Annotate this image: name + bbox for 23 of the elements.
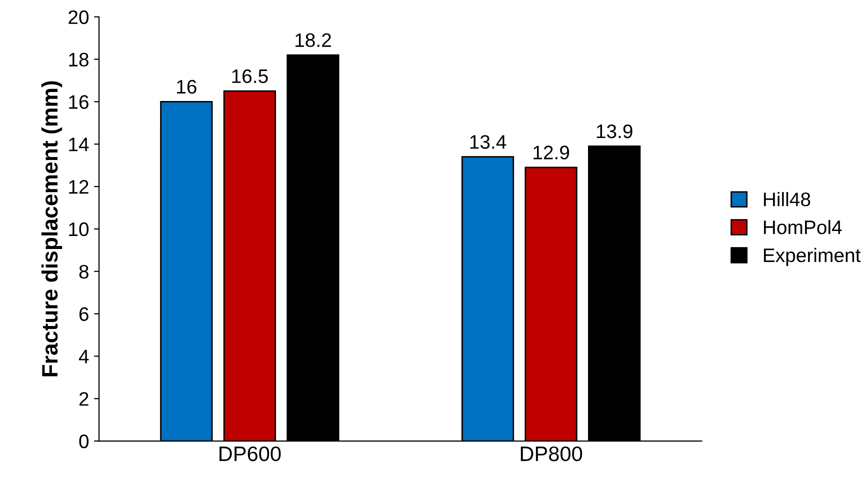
y-tick-label: 14 — [69, 138, 89, 152]
y-tick-label: 16 — [69, 95, 88, 109]
data-label: 18.2 — [296, 33, 331, 48]
x-tick-label: DP600 — [220, 446, 281, 462]
legend-label: HomPol4 — [764, 220, 842, 234]
y-tick-label: 2 — [79, 392, 88, 406]
y-tick-label: 8 — [79, 264, 88, 279]
x-tick-label: DP800 — [520, 446, 582, 462]
y-tick-label: 12 — [69, 180, 88, 194]
y-tick-label: 20 — [68, 10, 89, 24]
data-label: 12.9 — [534, 146, 570, 160]
data-label: 16.5 — [232, 69, 268, 84]
legend-label: Experiment — [764, 248, 861, 266]
y-tick-label: 18 — [69, 52, 88, 67]
y-tick-label: 10 — [69, 222, 89, 236]
y-tick-label: 6 — [79, 307, 88, 322]
y-tick-label: 4 — [78, 350, 89, 364]
data-label: 13.4 — [470, 135, 506, 149]
y-tick-label: 0 — [79, 434, 89, 448]
legend-label: Hill48 — [764, 192, 810, 206]
data-label: 13.9 — [596, 124, 632, 138]
data-label: 16 — [177, 80, 196, 94]
y-axis-title: Fracture displacement (mm) — [41, 81, 62, 376]
